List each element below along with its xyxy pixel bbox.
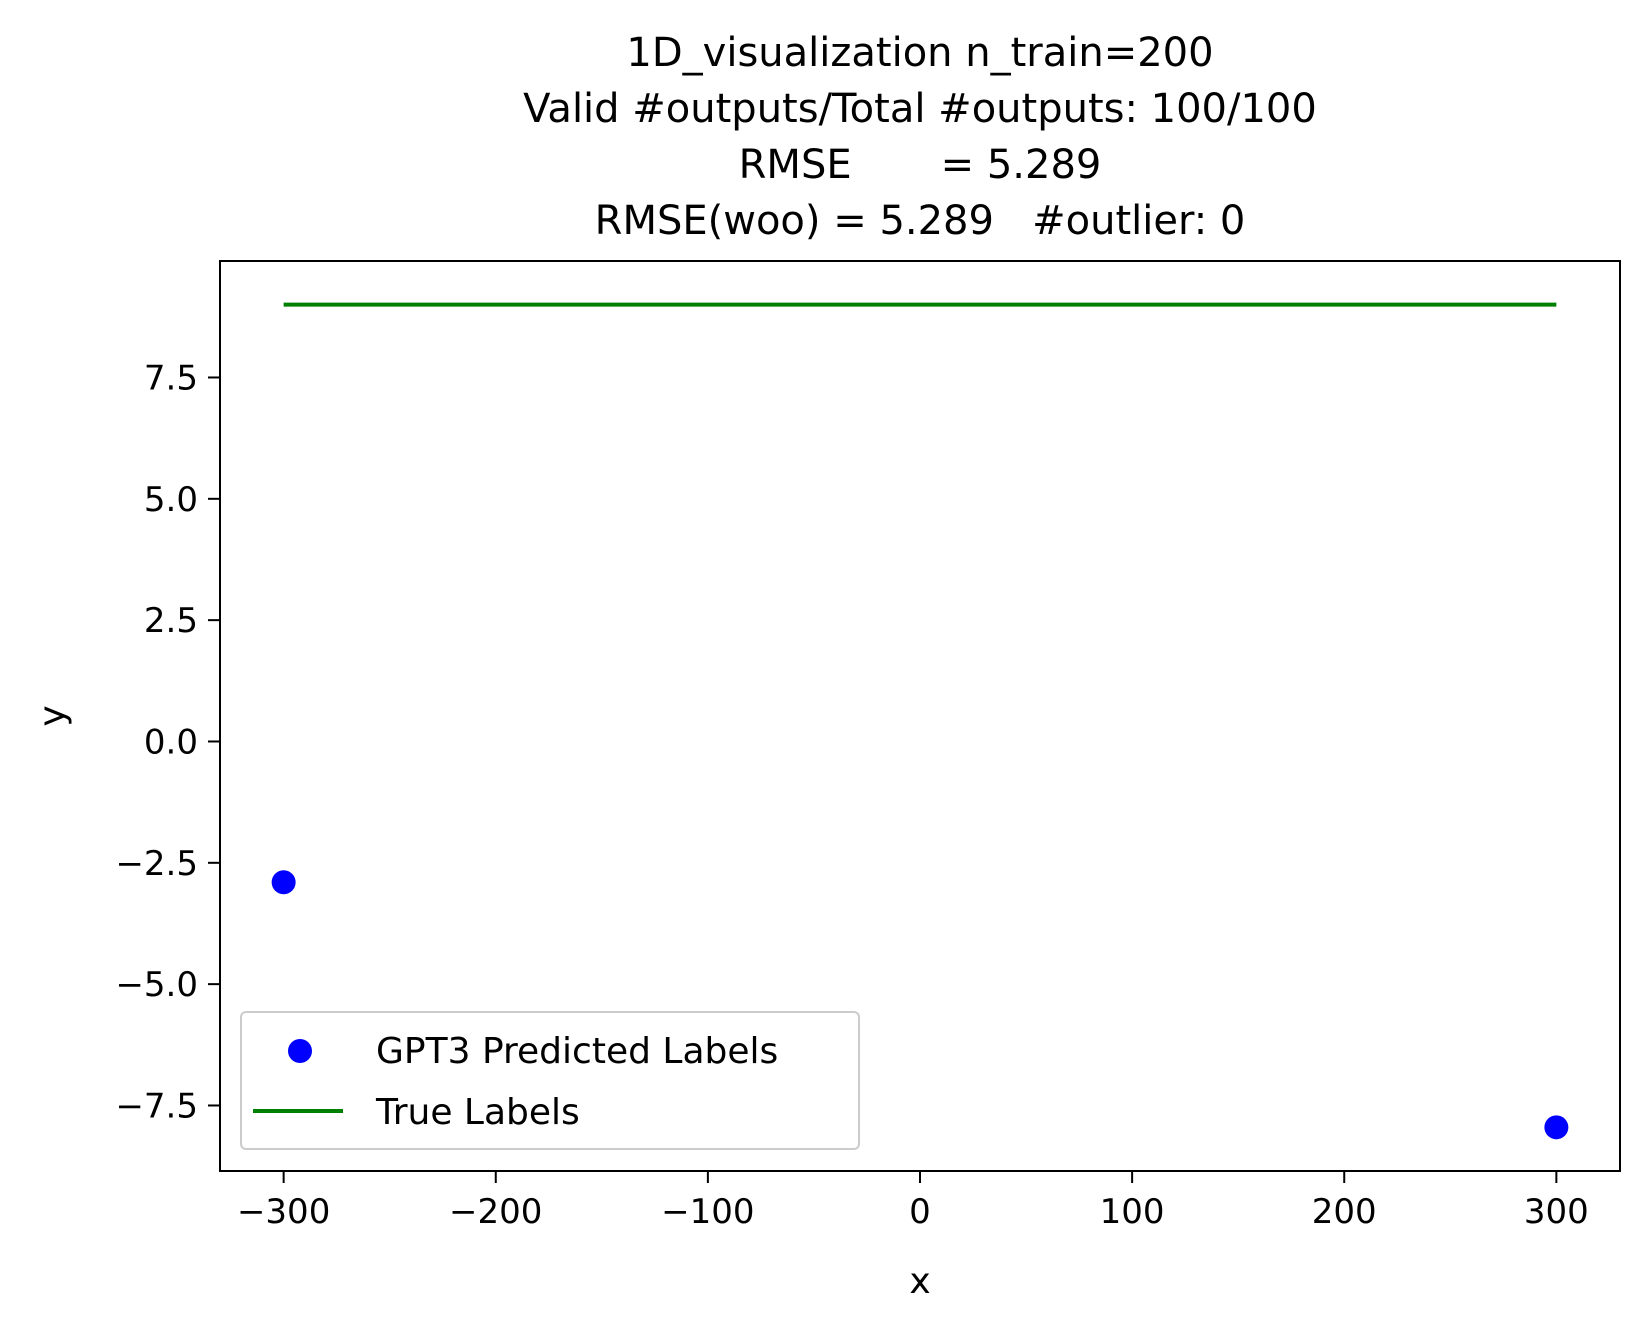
title-line-2: Valid #outputs/Total #outputs: 100/100 [523, 86, 1317, 132]
y-tick-label: −7.5 [115, 1086, 198, 1126]
y-tick-label: 0.0 [144, 722, 198, 762]
y-tick-label: −5.0 [115, 965, 198, 1005]
title-line-1: 1D_visualization n_train=200 [626, 30, 1213, 76]
x-axis: −300 −200 −100 0 100 200 300 [237, 1171, 1589, 1232]
x-tick-label: 100 [1100, 1192, 1165, 1232]
title-line-4: RMSE(woo) = 5.289 #outlier: 0 [595, 198, 1246, 244]
x-tick-label: −300 [237, 1192, 330, 1232]
x-axis-label: x [909, 1261, 930, 1302]
x-tick-label: 300 [1524, 1192, 1589, 1232]
x-tick-label: −100 [661, 1192, 754, 1232]
title-line-3: RMSE = 5.289 [739, 142, 1102, 188]
legend-label-predicted: GPT3 Predicted Labels [376, 1031, 778, 1072]
y-tick-label: −2.5 [115, 844, 198, 884]
y-axis: 7.5 5.0 2.5 0.0 −2.5 −5.0 −7.5 [115, 358, 220, 1126]
legend-marker-predicted [288, 1039, 312, 1063]
predicted-point [271, 870, 296, 895]
y-tick-label: 7.5 [144, 358, 198, 398]
chart-title: 1D_visualization n_train=200 Valid #outp… [523, 30, 1317, 244]
y-axis-label: y [32, 705, 73, 726]
predicted-point [1544, 1115, 1569, 1140]
y-tick-label: 2.5 [144, 601, 198, 641]
y-tick-label: 5.0 [144, 480, 198, 520]
legend-box [240, 1011, 860, 1150]
legend: GPT3 Predicted Labels True Labels [240, 1011, 860, 1150]
series-layer [271, 302, 1569, 1140]
x-tick-label: 200 [1312, 1192, 1377, 1232]
legend-label-true: True Labels [375, 1092, 580, 1133]
x-tick-label: 0 [909, 1192, 931, 1232]
x-tick-label: −200 [449, 1192, 542, 1232]
